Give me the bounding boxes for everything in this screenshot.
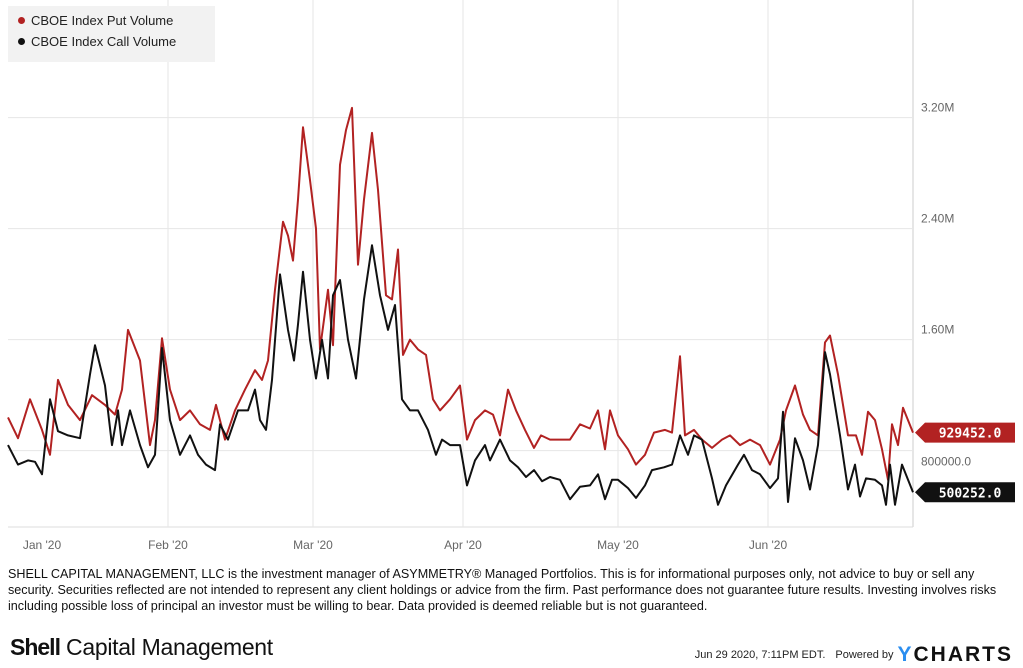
- logo-rest: Capital Management: [59, 634, 273, 660]
- timestamp: Jun 29 2020, 7:11PM EDT.: [694, 649, 826, 661]
- logo-bold: Shell: [10, 634, 61, 660]
- legend-item-call[interactable]: CBOE Index Call Volume: [18, 34, 176, 49]
- y-axis: 800000.0 1.60M 2.40M 3.20M: [921, 101, 971, 469]
- last-value-tag: [915, 422, 1015, 443]
- x-tick-label: Jun '20: [749, 538, 788, 552]
- series-line-put: [7, 106, 914, 481]
- put-dot-icon: [18, 17, 25, 24]
- disclaimer-text: SHELL CAPITAL MANAGEMENT, LLC is the inv…: [8, 567, 997, 613]
- last-value-tags: 929452.0 500252.0: [915, 422, 1015, 503]
- last-value-label: 929452.0: [939, 427, 1002, 442]
- x-tick-label: Feb '20: [148, 538, 188, 552]
- x-axis: Jan '20 Feb '20 Mar '20 Apr '20 May '20 Jun '…: [23, 538, 788, 552]
- series-line-call: [7, 244, 914, 506]
- powered-by: Powered by: [835, 649, 894, 661]
- legend-label: CBOE Index Call Volume: [31, 34, 177, 49]
- legend: CBOE Index Put Volume CBOE Index Call Vo…: [8, 6, 215, 62]
- call-dot-icon: [18, 38, 25, 45]
- legend-item-put[interactable]: CBOE Index Put Volume: [18, 13, 173, 28]
- y-tick-label: 800000.0: [921, 455, 971, 469]
- x-tick-label: Mar '20: [293, 538, 333, 552]
- series-lines: [7, 106, 914, 506]
- last-value-tag: [915, 482, 1015, 503]
- ycharts-logo[interactable]: YCHARTS: [897, 643, 1013, 667]
- y-tick-label: 3.20M: [921, 101, 954, 115]
- grid: [8, 0, 914, 528]
- x-tick-label: Jan '20: [23, 538, 62, 552]
- line-chart: Jan '20 Feb '20 Mar '20 Apr '20 May '20 Jun '…: [7, 0, 1015, 552]
- x-tick-label: May '20: [597, 538, 639, 552]
- ycharts-y: Y: [897, 643, 914, 666]
- y-tick-label: 1.60M: [921, 323, 954, 337]
- last-value-label: 500252.0: [939, 486, 1002, 501]
- legend-label: CBOE Index Put Volume: [31, 13, 174, 28]
- ycharts-rest: CHARTS: [913, 643, 1013, 666]
- y-tick-label: 2.40M: [921, 212, 954, 226]
- x-tick-label: Apr '20: [444, 538, 482, 552]
- footer: Jun 29 2020, 7:11PM EDT. Powered by YCHA…: [695, 643, 1013, 667]
- shell-capital-logo: Shell Capital Management: [10, 634, 273, 660]
